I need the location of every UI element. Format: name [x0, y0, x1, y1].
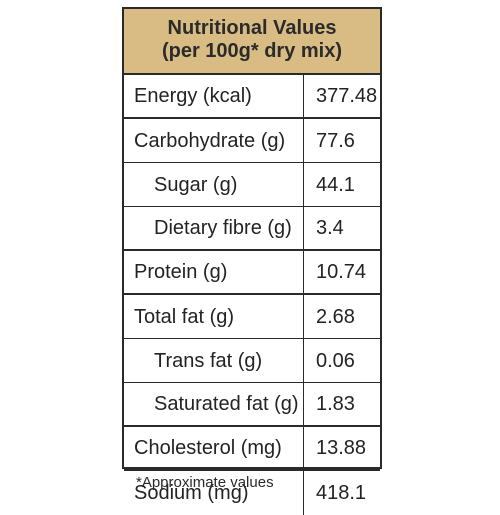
protein-row: Protein (g) 10.74 — [124, 251, 380, 295]
cholesterol-value: 13.88 — [303, 427, 380, 469]
sodium-label: Sodium (mg) — [134, 482, 249, 504]
sodium-value: 418.1 — [303, 471, 380, 515]
trans-fat-label: Trans fat (g) — [154, 349, 263, 372]
protein-value: 10.74 — [303, 251, 380, 293]
carbohydrate-row: Carbohydrate (g) 77.6 — [124, 119, 380, 163]
total-fat-value: 2.68 — [303, 295, 380, 338]
trans-fat-row: Trans fat (g) 0.06 — [124, 339, 380, 383]
nutrition-header: Nutritional Values (per 100g* dry mix) — [124, 9, 380, 75]
approximate-values-footnote: *Approximate values — [136, 474, 274, 491]
carbohydrate-label: Carbohydrate (g) — [134, 129, 286, 152]
header-title: Nutritional Values — [167, 17, 337, 39]
saturated-fat-label: Saturated fat (g) — [154, 393, 299, 415]
energy-value: 377.48 — [303, 75, 380, 117]
sugar-row: Sugar (g) 44.1 — [124, 163, 380, 207]
total-fat-row: Total fat (g) 2.68 — [124, 295, 380, 339]
dietary-fibre-value: 3.4 — [303, 207, 380, 249]
sugar-value: 44.1 — [303, 163, 380, 206]
saturated-fat-row: Saturated fat (g) 1.83 — [124, 383, 380, 427]
cholesterol-label: Cholesterol (mg) — [134, 437, 282, 459]
cholesterol-row: Cholesterol (mg) 13.88 — [124, 427, 380, 471]
energy-label: Energy (kcal) — [134, 85, 252, 107]
total-fat-label: Total fat (g) — [134, 305, 235, 328]
header-subtitle: (per 100g* dry mix) — [161, 40, 343, 62]
sodium-row: Sodium (mg) 418.1 — [124, 471, 380, 515]
dietary-fibre-label: Dietary fibre (g) — [154, 217, 292, 239]
sugar-label: Sugar (g) — [154, 173, 238, 196]
carbohydrate-value: 77.6 — [303, 119, 380, 162]
dietary-fibre-row: Dietary fibre (g) 3.4 — [124, 207, 380, 251]
protein-label: Protein (g) — [134, 261, 228, 283]
saturated-fat-value: 1.83 — [303, 383, 380, 425]
energy-row: Energy (kcal) 377.48 — [124, 75, 380, 119]
trans-fat-value: 0.06 — [303, 339, 380, 382]
nutrition-panel: Nutritional Values (per 100g* dry mix) E… — [122, 7, 382, 515]
